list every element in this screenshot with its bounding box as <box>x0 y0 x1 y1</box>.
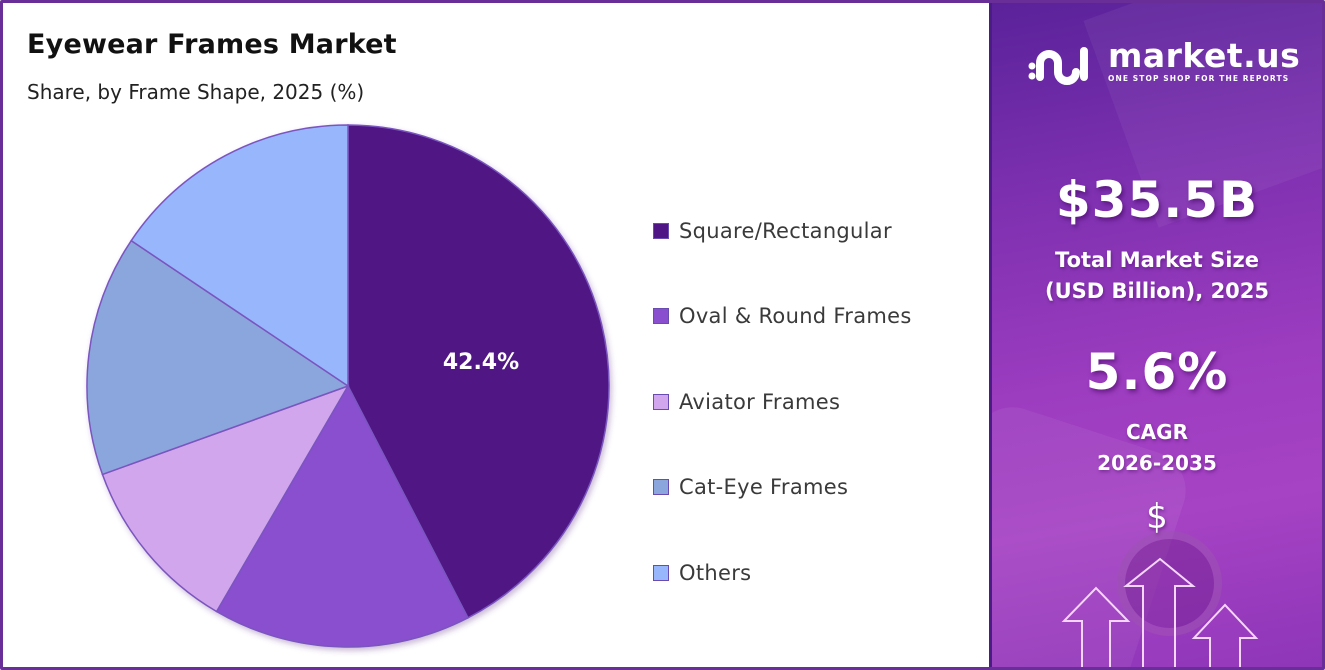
legend-swatch <box>653 479 669 495</box>
legend-item-aviator[interactable]: Aviator Frames <box>653 390 840 414</box>
pie-slice-oval-round-frames[interactable] <box>215 384 469 648</box>
legend-swatch <box>653 223 669 239</box>
chart-panel: Eyewear Frames Market Share, by Frame Sh… <box>3 3 989 667</box>
legend-label: Square/Rectangular <box>679 219 892 243</box>
legend-swatch <box>653 565 669 581</box>
brand-name: market.us <box>1108 36 1301 75</box>
pie-chart: 42.4% <box>86 124 610 648</box>
brand-tagline: ONE STOP SHOP FOR THE REPORTS <box>1108 74 1290 83</box>
market-size-label-line2: (USD Billion), 2025 <box>1044 279 1270 303</box>
market-size-value: $35.5B <box>1055 171 1259 229</box>
legend-label: Oval & Round Frames <box>679 304 912 328</box>
dollar-icon: $ <box>1146 497 1168 537</box>
brand-logo[interactable]: market.us ONE STOP SHOP FOR THE REPORTS <box>1024 39 1300 87</box>
pie-slice-others[interactable] <box>130 124 349 388</box>
pie-slice-label: 42.4% <box>443 350 519 375</box>
legend-label: Cat-Eye Frames <box>679 475 849 499</box>
chart-title: Eyewear Frames Market <box>27 29 397 60</box>
market-us-logo-icon <box>1028 47 1088 85</box>
market-size-label-line1: Total Market Size <box>1055 248 1259 272</box>
legend-item-cat-eye[interactable]: Cat-Eye Frames <box>653 475 848 499</box>
pie-slice-square-rectangular[interactable] <box>347 124 610 619</box>
pie-slice-aviator-frames[interactable] <box>101 384 350 613</box>
legend-label: Aviator Frames <box>679 390 841 414</box>
legend-item-square-rectangular[interactable]: Square/Rectangular <box>653 219 892 243</box>
legend-swatch <box>653 394 669 410</box>
cagr-label-line2: 2026-2035 <box>1097 451 1217 475</box>
legend-label: Others <box>679 561 752 585</box>
legend-item-others[interactable]: Others <box>653 561 751 585</box>
cagr-label: CAGR 2026-2035 <box>992 417 1322 479</box>
cagr-label-line1: CAGR <box>1126 420 1188 444</box>
market-size-label: Total Market Size (USD Billion), 2025 <box>992 245 1322 307</box>
pie-slice-cat-eye-frames[interactable] <box>86 239 350 476</box>
chart-subtitle: Share, by Frame Shape, 2025 (%) <box>27 80 365 104</box>
summary-sidebar: market.us ONE STOP SHOP FOR THE REPORTS … <box>989 3 1322 667</box>
cagr-value: 5.6% <box>1085 343 1229 401</box>
background-coin-shape <box>1117 531 1222 636</box>
legend-item-oval-round[interactable]: Oval & Round Frames <box>653 304 912 328</box>
legend-swatch <box>653 308 669 324</box>
growth-arrows-icon <box>1061 557 1259 667</box>
